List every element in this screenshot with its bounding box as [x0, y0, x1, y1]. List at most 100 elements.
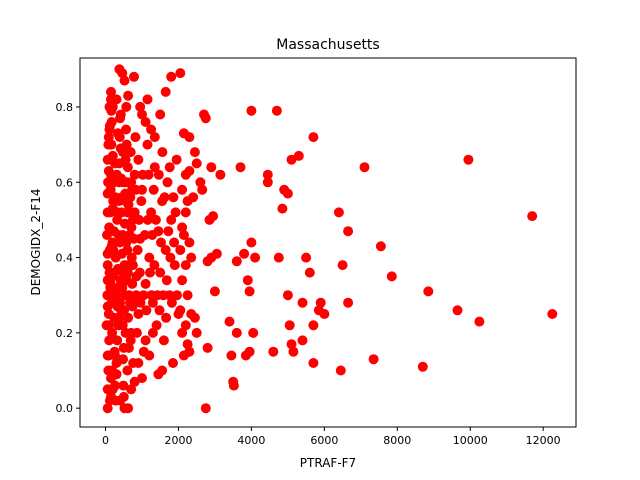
data-point: [139, 230, 150, 240]
data-point: [104, 101, 115, 112]
data-point: [107, 327, 118, 338]
data-point: [129, 207, 140, 218]
data-point: [375, 241, 386, 252]
data-point: [140, 117, 151, 127]
data-point: [104, 320, 115, 331]
data-point: [140, 278, 151, 289]
data-point: [103, 139, 114, 150]
data-point: [166, 71, 177, 82]
data-point: [133, 154, 144, 165]
data-point: [123, 403, 134, 414]
chart-title: Massachusetts: [276, 37, 379, 53]
data-point: [102, 260, 113, 271]
data-point: [155, 109, 166, 120]
data-point: [151, 320, 162, 331]
data-point: [154, 305, 165, 316]
data-point: [107, 365, 118, 376]
data-point: [208, 211, 219, 222]
data-point: [102, 403, 113, 414]
data-point: [158, 290, 169, 301]
data-point: [161, 275, 172, 286]
x-tick-label: 4000: [237, 434, 265, 447]
data-point: [200, 403, 211, 414]
data-point: [114, 132, 125, 143]
x-tick-label: 2000: [164, 434, 192, 447]
data-point: [127, 184, 138, 195]
data-point: [110, 380, 120, 391]
data-point: [169, 260, 180, 271]
data-point: [244, 346, 255, 357]
data-point: [163, 226, 174, 237]
data-point: [126, 252, 137, 263]
data-point: [286, 339, 297, 350]
data-point: [116, 192, 127, 203]
data-point: [137, 109, 147, 120]
data-point: [123, 312, 134, 323]
data-point: [107, 150, 118, 161]
y-tick-label: 0.4: [56, 252, 74, 265]
data-point: [166, 214, 177, 225]
data-point: [111, 169, 122, 180]
data-point: [165, 252, 176, 263]
data-point: [417, 361, 428, 372]
data-point: [129, 71, 139, 82]
data-point: [195, 177, 206, 188]
data-point: [231, 327, 242, 338]
data-point: [189, 312, 200, 323]
data-point: [157, 147, 168, 158]
y-axis-label: DEMOGIDX_2-F14: [29, 188, 43, 295]
data-point: [147, 230, 158, 240]
data-point: [359, 162, 370, 173]
data-point: [150, 214, 161, 225]
data-point: [180, 260, 191, 271]
data-point: [118, 267, 129, 278]
data-point: [134, 267, 145, 278]
data-point: [197, 184, 208, 195]
data-point: [142, 139, 153, 150]
y-tick-label: 0.6: [56, 176, 74, 189]
data-point: [149, 260, 160, 271]
data-point: [297, 335, 308, 346]
data-point: [335, 365, 346, 376]
data-point: [115, 113, 126, 124]
data-point: [308, 132, 319, 143]
data-point: [142, 214, 153, 225]
data-point: [177, 222, 188, 233]
data-point: [386, 271, 397, 282]
data-point: [200, 113, 211, 124]
data-point: [118, 380, 129, 391]
data-point: [140, 335, 151, 346]
x-tick-label: 12000: [526, 434, 561, 447]
data-point: [202, 342, 213, 353]
data-point: [184, 166, 195, 176]
data-point: [133, 309, 144, 319]
data-point: [180, 320, 191, 331]
data-point: [235, 162, 246, 173]
data-point: [308, 320, 319, 331]
data-point: [129, 169, 140, 180]
data-point: [117, 68, 128, 79]
data-point: [160, 245, 171, 255]
data-point: [308, 358, 319, 368]
data-point: [180, 207, 191, 218]
data-point: [113, 282, 124, 293]
data-point: [122, 365, 133, 376]
data-point: [246, 237, 257, 248]
data-point: [106, 86, 116, 97]
data-point: [293, 150, 304, 161]
data-point: [282, 188, 293, 199]
data-point: [284, 320, 295, 331]
data-point: [211, 248, 222, 259]
data-point: [452, 305, 463, 316]
data-point: [108, 245, 119, 255]
data-point: [125, 147, 136, 158]
data-point: [143, 169, 154, 180]
data-point: [248, 327, 259, 338]
data-point: [262, 177, 273, 188]
data-point: [122, 275, 132, 286]
data-point: [149, 162, 160, 173]
data-point: [104, 335, 115, 346]
data-point: [168, 192, 179, 203]
data-point: [104, 124, 115, 135]
data-point: [153, 169, 164, 180]
